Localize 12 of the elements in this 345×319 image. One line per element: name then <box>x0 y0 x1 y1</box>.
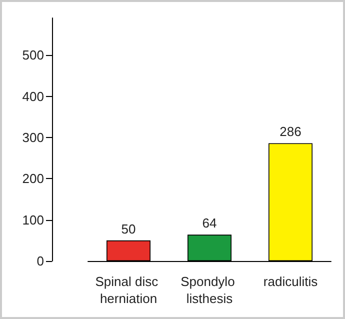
y-tick-label: 100 <box>22 212 44 228</box>
x-tick-label: Spondylo listhesis <box>180 274 238 306</box>
x-tick-label: radiculitis <box>263 274 318 289</box>
y-tick-label: 0 <box>36 254 44 268</box>
data-label: 286 <box>280 124 302 140</box>
y-tick-label: 300 <box>22 130 44 145</box>
y-tick-label: 400 <box>22 88 44 104</box>
x-tick-label: Spinal disc herniation <box>95 274 162 306</box>
data-label: 50 <box>121 221 136 236</box>
y-tick-label: 200 <box>22 171 44 186</box>
data-label: 64 <box>202 216 217 231</box>
y-tick-label: 500 <box>22 48 44 63</box>
